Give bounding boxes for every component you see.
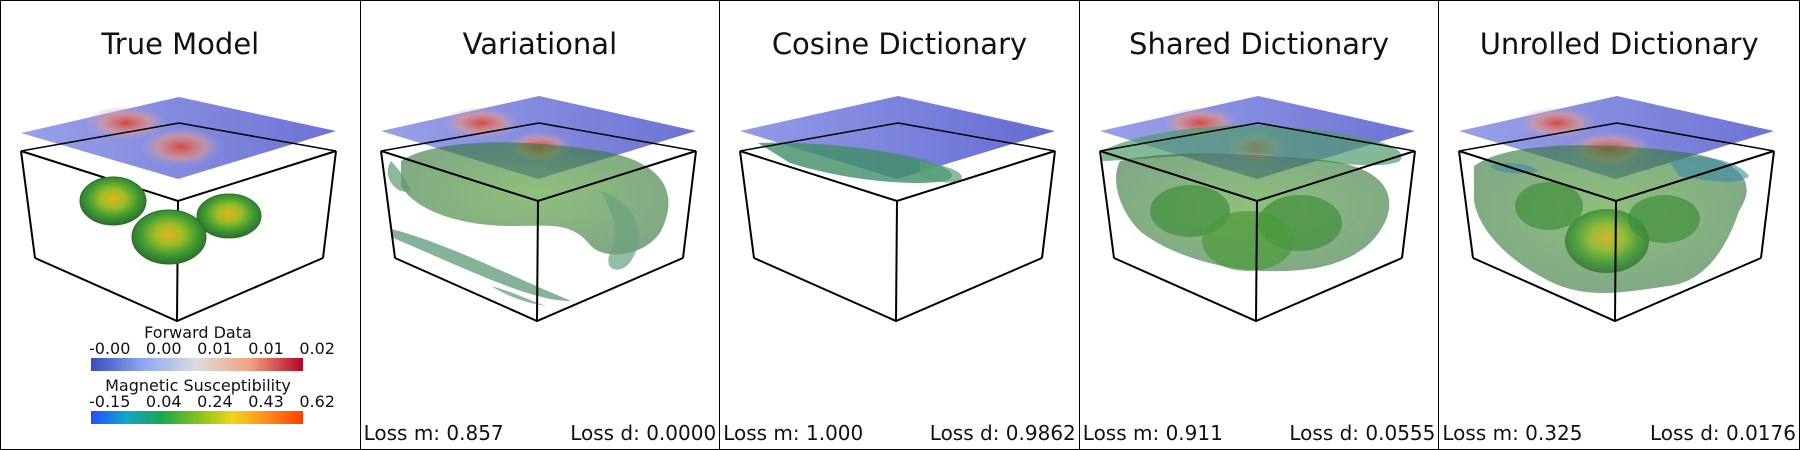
panel-title: Shared Dictionary: [1129, 27, 1390, 61]
panel-shared-dictionary: Shared Dictionary Loss m: 0.911 Loss d: …: [1080, 1, 1440, 449]
loss-d-value: Loss d: 0.0176: [1649, 421, 1796, 445]
iso-surface: [387, 161, 411, 192]
legend-title: Forward Data: [144, 323, 252, 342]
legend-ticks: -0.00 0.00 0.01 0.01 0.02: [89, 341, 335, 357]
loss-d-value: Loss d: 0.0555: [1289, 421, 1436, 445]
bounding-box: [739, 122, 1057, 323]
panel-cosine-dictionary: Cosine Dictionary Loss m: 1.000 Loss d: …: [720, 1, 1080, 449]
iso-sphere: [1149, 185, 1230, 237]
scene-true-model: [20, 97, 337, 323]
scene-unrolled-dictionary: [1458, 96, 1776, 323]
panel-title: Variational: [462, 27, 618, 61]
anomaly-peak: [84, 106, 168, 140]
tick-label: 0.01: [197, 339, 233, 358]
panel-unrolled-dictionary: Unrolled Dictionary Loss m: 0.325 Loss d…: [1439, 1, 1799, 449]
bounding-box: [1458, 122, 1776, 323]
iso-sphere: [131, 209, 207, 265]
loss-m-value: Loss m: 0.857: [363, 421, 504, 445]
loss-d-value: Loss d: 0.0000: [570, 421, 717, 445]
loss-m-value: Loss m: 0.325: [1442, 421, 1583, 445]
anomaly-peak: [440, 107, 521, 139]
panel-title: True Model: [101, 27, 260, 61]
loss-m-value: Loss m: 1.000: [723, 421, 864, 445]
tick-label: 0.02: [299, 339, 335, 358]
legend-magnetic-susceptibility: Magnetic Susceptibility -0.15 0.04 0.24 …: [89, 376, 335, 424]
iso-surface: [758, 142, 953, 183]
tick-label: -0.00: [89, 339, 131, 358]
tick-label: -0.15: [89, 392, 131, 411]
iso-sphere: [196, 193, 262, 239]
legend-forward-data: Forward Data -0.00 0.00 0.01 0.01 0.02: [89, 323, 335, 371]
iso-sphere: [1628, 195, 1701, 243]
loss-m-value: Loss m: 0.911: [1082, 421, 1223, 445]
scene-shared-dictionary: [1098, 96, 1416, 323]
panel-title: Cosine Dictionary: [771, 27, 1028, 61]
panel-title: Unrolled Dictionary: [1479, 27, 1759, 61]
panel-variational: Variational Loss m: 0.857 Loss d: 0.0000: [361, 1, 721, 449]
bounding-box: [379, 122, 697, 323]
tick-label: 0.62: [299, 392, 335, 411]
tick-label: 0.43: [248, 392, 284, 411]
legend-ticks: -0.15 0.04 0.24 0.43 0.62: [89, 394, 335, 410]
panel-true-model: True Model Forward Data -0.00 0.00 0.01 …: [1, 1, 361, 449]
iso-sphere: [1565, 209, 1650, 273]
bounding-box: [1098, 122, 1416, 323]
iso-surface: [390, 229, 571, 301]
scene-cosine-dictionary: [739, 96, 1057, 323]
scene-variational: [379, 96, 697, 323]
colorbar-magnetic-susceptibility: [91, 411, 303, 424]
tick-label: 0.24: [197, 392, 233, 411]
iso-surface: [400, 142, 669, 255]
iso-sphere: [1515, 182, 1584, 230]
tick-label: 0.01: [248, 339, 284, 358]
iso-surface: [1669, 156, 1750, 182]
iso-sphere: [79, 176, 147, 226]
anomaly-peak: [1517, 107, 1598, 139]
legend-title: Magnetic Susceptibility: [105, 376, 291, 395]
loss-d-value: Loss d: 0.9862: [929, 421, 1076, 445]
forward-data-plane: [740, 96, 1056, 179]
tick-label: 0.00: [145, 339, 182, 358]
anomaly-peak: [139, 127, 223, 167]
tick-label: 0.04: [145, 392, 182, 411]
iso-surface: [920, 161, 963, 183]
colorbar-forward-data: [91, 358, 303, 371]
iso-surface: [490, 286, 546, 306]
iso-sphere: [1201, 211, 1294, 271]
iso-surface: [600, 191, 639, 270]
